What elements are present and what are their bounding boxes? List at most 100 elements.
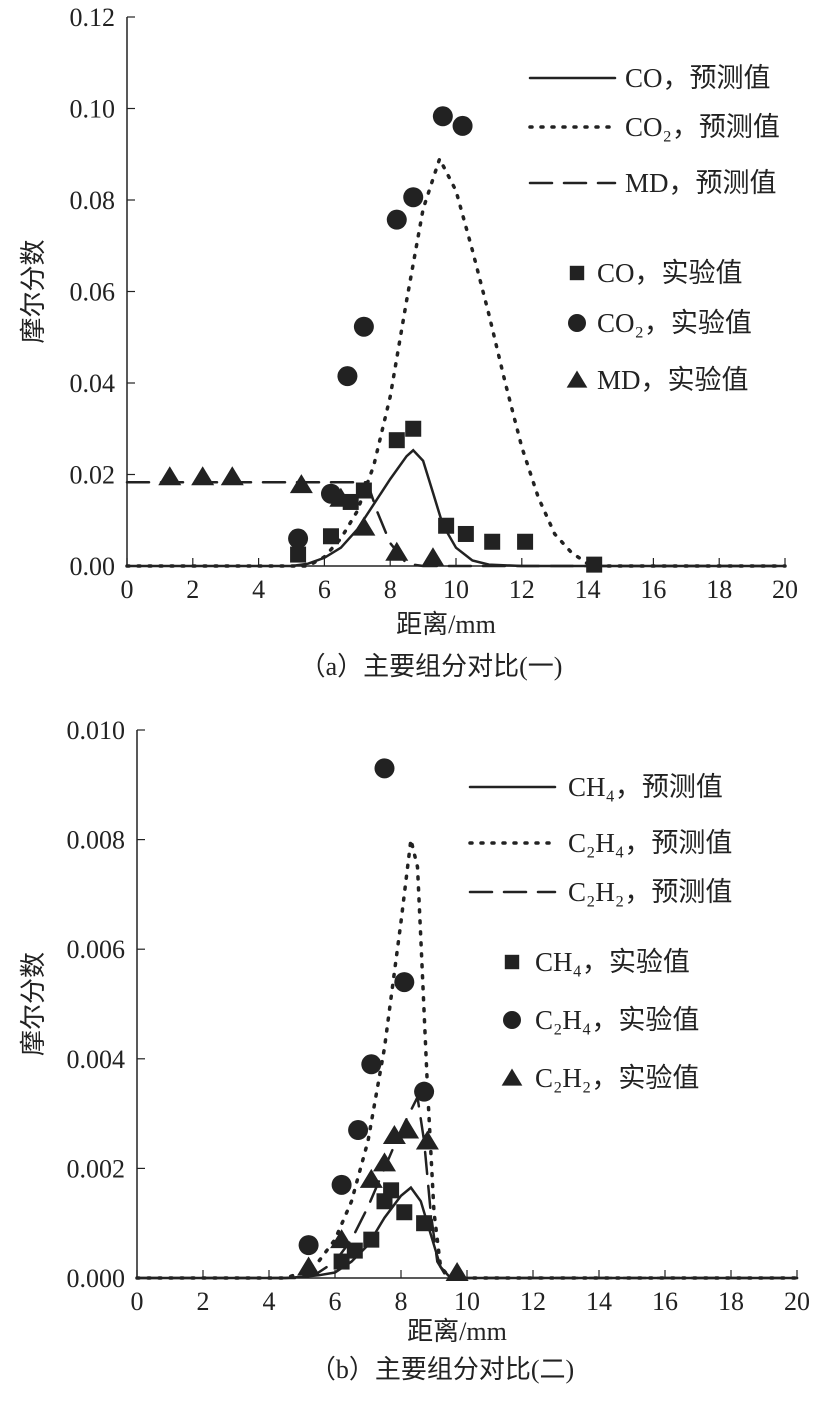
- data-point-triangle: [382, 1125, 406, 1145]
- legend-label: MD，预测值: [625, 168, 777, 198]
- data-point-circle: [298, 1235, 319, 1256]
- data-point-triangle: [329, 487, 353, 507]
- x-tick-label: 0: [131, 1287, 144, 1316]
- legend-marker-square: [504, 954, 520, 970]
- data-point-square: [290, 546, 307, 563]
- x-tick-label: 6: [329, 1287, 342, 1316]
- y-tick-label: 0.006: [67, 935, 126, 964]
- legend-label: C₂H₂，预测值: [568, 877, 732, 907]
- data-point-square: [388, 432, 405, 449]
- y-tick-label: 0.10: [70, 95, 116, 124]
- line-solid: [135, 1185, 799, 1280]
- data-point-triangle: [158, 466, 182, 486]
- x-tick-label: 2: [186, 575, 199, 604]
- data-point-triangle: [373, 1152, 396, 1172]
- y-axis-label: 摩尔分数: [19, 239, 48, 343]
- data-point-triangle: [396, 1119, 420, 1139]
- data-point-triangle: [191, 466, 215, 486]
- chart-caption: （a）主要组分对比(一): [300, 652, 563, 681]
- x-tick-label: 2: [197, 1287, 210, 1316]
- data-point-square: [363, 1231, 380, 1248]
- data-point-triangle: [352, 516, 376, 536]
- x-tick-label: 20: [784, 1287, 810, 1316]
- data-point-square: [396, 1204, 413, 1221]
- x-tick-label: 8: [384, 575, 397, 604]
- data-point-triangle: [220, 466, 244, 486]
- line-dashed: [125, 481, 787, 568]
- x-tick-label: 18: [706, 575, 732, 604]
- legend-marker-circle: [503, 1011, 521, 1029]
- legend-marker-triangle: [566, 370, 588, 388]
- legend-label: C₂H₄，实验值: [535, 1005, 699, 1035]
- data-point-square: [322, 528, 339, 545]
- data-point-triangle: [297, 1256, 321, 1276]
- x-tick-label: 10: [443, 575, 469, 604]
- data-point-triangle: [289, 474, 313, 494]
- data-point-circle: [353, 316, 374, 337]
- data-point-circle: [331, 1174, 352, 1195]
- line-dashed: [135, 1093, 799, 1280]
- x-tick-label: 6: [318, 575, 331, 604]
- x-tick-label: 14: [586, 1287, 612, 1316]
- x-tick-label: 4: [252, 575, 265, 604]
- y-tick-label: 0.04: [70, 369, 116, 398]
- legend-label: CH₄，预测值: [568, 772, 723, 802]
- data-point-circle: [361, 1054, 382, 1075]
- y-tick-label: 0.02: [70, 461, 116, 490]
- data-point-square: [355, 482, 372, 499]
- y-axis-label: 摩尔分数: [19, 952, 48, 1056]
- data-point-circle: [337, 366, 358, 387]
- legend-label: MD，实验值: [597, 365, 749, 395]
- data-point-square: [416, 1215, 433, 1232]
- data-point-triangle: [445, 1262, 469, 1282]
- legend-marker-triangle: [501, 1068, 523, 1086]
- x-tick-label: 8: [395, 1287, 408, 1316]
- x-tick-label: 4: [263, 1287, 276, 1316]
- y-tick-label: 0.000: [67, 1264, 126, 1293]
- data-point-square: [457, 525, 474, 542]
- data-point-square: [517, 533, 534, 550]
- y-tick-label: 0.004: [67, 1045, 126, 1074]
- x-tick-label: 12: [509, 575, 535, 604]
- y-tick-label: 0.06: [70, 278, 116, 307]
- legend-label: CH₄，实验值: [535, 947, 690, 977]
- data-point-square: [405, 420, 422, 437]
- data-point-circle: [288, 528, 309, 549]
- legend-label: CO，预测值: [625, 63, 771, 93]
- x-tick-label: 16: [652, 1287, 678, 1316]
- data-point-circle: [394, 972, 415, 993]
- data-point-circle: [403, 187, 424, 208]
- x-tick-label: 18: [718, 1287, 744, 1316]
- line-solid: [125, 448, 787, 568]
- legend-label: CO，实验值: [597, 258, 743, 288]
- data-point-triangle: [385, 541, 409, 561]
- data-point-square: [438, 517, 455, 534]
- data-point-triangle: [330, 1229, 354, 1249]
- legend-label: CO₂，实验值: [597, 308, 752, 338]
- data-point-square: [383, 1182, 400, 1199]
- y-tick-label: 0.12: [70, 3, 116, 32]
- legend-label: CO₂，预测值: [625, 112, 780, 142]
- x-tick-label: 10: [454, 1287, 480, 1316]
- y-tick-label: 0.010: [67, 716, 126, 745]
- data-point-circle: [386, 209, 407, 230]
- data-point-circle: [452, 115, 473, 136]
- legend-marker-square: [569, 265, 585, 281]
- x-axis-label: 距离/mm: [407, 1317, 507, 1346]
- chart-b: 0 2 4 6 8 10 12 14 16 18 20 0.000 0.002 0.004 0.006 0.0…: [19, 716, 810, 1384]
- y-tick-label: 0.00: [70, 552, 116, 581]
- line-dotted: [125, 154, 787, 568]
- data-point-square: [484, 533, 501, 550]
- data-point-triangle: [415, 1130, 439, 1150]
- data-point-circle: [432, 106, 453, 127]
- x-tick-label: 0: [121, 575, 134, 604]
- chart-a: 0 2 4 6 8 10 12 14 16 18 20 0.00 0.02 0.04 0.06 0.08 0.1…: [19, 3, 798, 681]
- legend-label: C₂H₂，实验值: [535, 1063, 699, 1093]
- data-point-triangle: [359, 1168, 383, 1188]
- data-point-triangle: [421, 547, 445, 567]
- x-tick-label: 14: [575, 575, 601, 604]
- x-axis-label: 距离/mm: [396, 610, 496, 639]
- chart-caption: （b）主要组分对比(二): [310, 1355, 574, 1384]
- x-tick-label: 16: [640, 575, 666, 604]
